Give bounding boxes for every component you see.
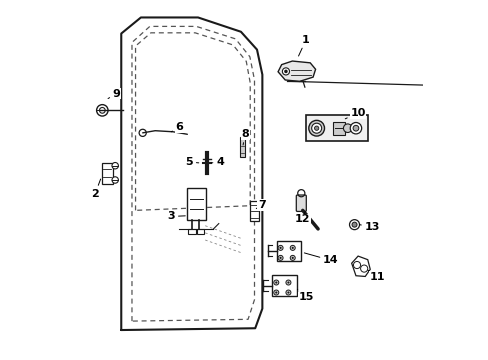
Bar [332,122,345,135]
Text: 9: 9 [108,89,121,99]
Circle shape [278,255,283,260]
Circle shape [282,68,289,75]
Bar [102,163,113,184]
FancyBboxPatch shape [296,195,305,211]
Circle shape [349,220,359,230]
Text: 4: 4 [211,157,224,167]
Circle shape [290,255,295,260]
Text: 1: 1 [298,35,309,56]
Circle shape [353,261,360,269]
Text: 11: 11 [367,270,385,282]
Text: 2: 2 [91,179,101,199]
Circle shape [314,126,318,130]
Text: 3: 3 [167,211,185,221]
Circle shape [279,247,281,249]
Circle shape [360,265,367,272]
Text: 15: 15 [297,289,313,302]
Bar [186,188,206,220]
Circle shape [308,120,324,136]
Bar [276,241,300,261]
Bar [196,229,203,234]
Circle shape [273,280,278,285]
Text: 13: 13 [359,222,379,232]
Circle shape [273,290,278,295]
Circle shape [284,69,287,73]
Circle shape [285,290,290,295]
Text: 8: 8 [241,129,248,145]
Circle shape [311,123,321,133]
Polygon shape [351,256,369,276]
Bar [188,229,195,234]
Bar [305,114,367,141]
Circle shape [352,125,358,131]
Text: 10: 10 [345,108,365,119]
Circle shape [343,124,351,132]
Circle shape [287,292,289,294]
Bar [240,137,244,157]
Circle shape [287,282,289,284]
Circle shape [112,162,118,169]
Bar [249,202,258,221]
Circle shape [351,222,356,227]
Polygon shape [278,61,315,81]
Circle shape [112,177,118,183]
Text: 5: 5 [185,157,198,167]
Bar [272,275,296,296]
Circle shape [275,292,277,294]
Text: 12: 12 [294,211,310,224]
Circle shape [291,257,293,259]
Circle shape [278,246,283,250]
Circle shape [290,246,295,250]
Circle shape [275,282,277,284]
Circle shape [291,247,293,249]
Circle shape [285,280,290,285]
Text: 6: 6 [171,122,183,132]
Circle shape [349,122,361,134]
Text: 7: 7 [256,200,265,210]
Circle shape [279,257,281,259]
Text: 14: 14 [304,253,338,265]
